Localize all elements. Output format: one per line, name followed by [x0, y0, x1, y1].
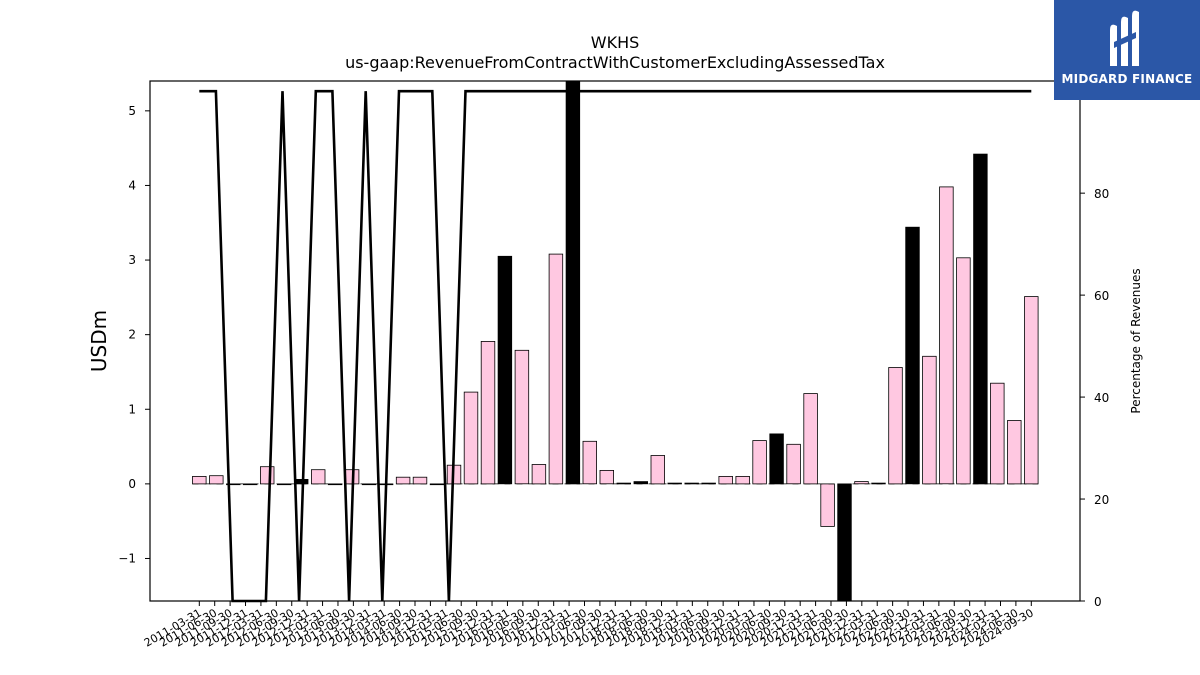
- bar-20: [531, 464, 547, 485]
- ytick-label-3: 2: [128, 328, 136, 342]
- bar-19: [514, 349, 530, 485]
- bar-10: [361, 483, 377, 486]
- ytick-label-2: 1: [128, 402, 136, 416]
- bar-24: [599, 469, 615, 485]
- bar-27: [650, 455, 666, 485]
- bar-32: [735, 475, 750, 485]
- bar-41: [888, 367, 903, 485]
- ytick-label-5: 4: [128, 178, 136, 192]
- bar-4: [259, 466, 275, 485]
- ytick-label-6: 5: [128, 104, 136, 118]
- bar-7: [310, 469, 326, 485]
- bar-21: [548, 253, 564, 485]
- midgard-finance-logo: MIDGARD FINANCE: [1054, 0, 1200, 100]
- right-y-axis: 020406080100: [1080, 85, 1117, 609]
- bar-44: [939, 186, 954, 485]
- bar-34: [769, 433, 784, 485]
- y2tick-label-1: 20: [1094, 493, 1109, 507]
- ytick-label-4: 3: [128, 253, 136, 267]
- y2-axis-label: Percentage of Revenues: [1129, 268, 1143, 413]
- bar-43: [922, 355, 937, 485]
- bar-37: [820, 483, 835, 527]
- x-axis: 2011-03-312011-06-302011-09-302011-12-31…: [142, 601, 1036, 650]
- percentage-line-group: [199, 89, 1032, 603]
- y2tick-label-4: 80: [1094, 187, 1109, 201]
- bar-3: [242, 483, 258, 486]
- bar-0: [192, 475, 207, 485]
- bar-16: [463, 391, 479, 485]
- bar-33: [752, 440, 767, 485]
- bar-8: [327, 483, 343, 486]
- bar-22: [565, 80, 581, 485]
- bar-1: [209, 475, 224, 485]
- bar-35: [786, 443, 801, 485]
- bar-42: [905, 226, 920, 485]
- chart-title-line2: us-gaap:RevenueFromContractWithCustomerE…: [345, 53, 885, 72]
- bar-17: [480, 340, 496, 485]
- midgard-m-logo-icon: [1110, 10, 1139, 67]
- bar-46: [973, 153, 988, 485]
- bar-39: [854, 481, 869, 485]
- bar-23: [582, 440, 598, 485]
- bar-13: [412, 476, 428, 485]
- y-axis-label: USDm: [87, 310, 111, 372]
- ytick-label-1: 0: [128, 477, 136, 491]
- percentage-line: [199, 89, 1032, 603]
- y2tick-label-3: 60: [1094, 289, 1109, 303]
- y2tick-label-2: 40: [1094, 391, 1109, 405]
- bar-45: [956, 257, 971, 485]
- bar-5: [276, 483, 292, 486]
- bar-31: [718, 475, 733, 485]
- bar-36: [803, 393, 818, 485]
- bar-38: [837, 483, 852, 602]
- chart-title-line1: WKHS: [591, 33, 640, 52]
- bar-47: [990, 382, 1005, 485]
- left-y-axis: −1 0 1 2 3 4 5: [118, 104, 150, 565]
- bar-18: [497, 255, 513, 485]
- bars-group: [192, 80, 1039, 602]
- bar-12: [395, 476, 411, 485]
- bar-49: [1024, 296, 1039, 485]
- bar-48: [1007, 420, 1022, 485]
- y2tick-label-0: 0: [1094, 595, 1102, 609]
- ytick-label-0: −1: [118, 551, 136, 565]
- logo-text: MIDGARD FINANCE: [1061, 72, 1193, 86]
